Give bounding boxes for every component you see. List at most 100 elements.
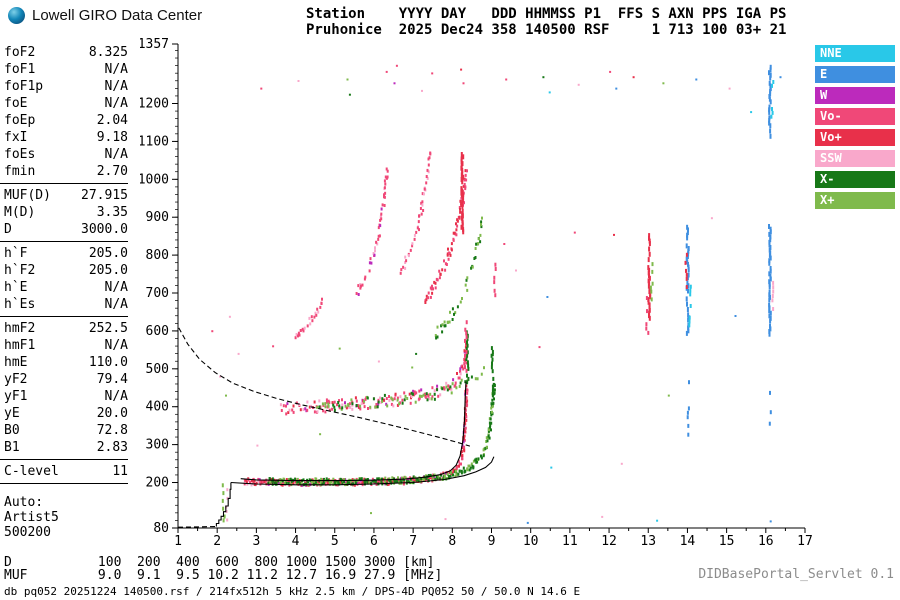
param-row-fmin: fmin 2.70: [4, 163, 128, 180]
x-tick-label: 5: [331, 534, 339, 549]
param-value: 20.0: [96, 406, 128, 421]
x-tick-label: 14: [680, 534, 696, 549]
x-tick-label: 2: [213, 534, 221, 549]
param-value: 8.325: [88, 45, 128, 60]
x-tick-label: 17: [797, 534, 813, 549]
param-label: yE: [4, 406, 20, 421]
param-divider: [0, 241, 128, 242]
ionogram-chart: 1 2 3 4 5 6 7 8 9 10 11 12 13 14 15 16 17802003004005006…: [140, 37, 813, 549]
legend-item-x: X-: [815, 171, 895, 188]
param-row-fxi: fxI 9.18: [4, 129, 128, 146]
servlet-version-label: DIDBasePortal_Servlet 0.1: [698, 567, 894, 582]
station-header-values: Pruhonice 2025 Dec24 358 140500 RSF 1 71…: [306, 22, 787, 38]
param-row-hes: h`Es N/A: [4, 296, 128, 313]
param-value: 2.04: [96, 113, 128, 128]
station-header-labels: Station YYYY DAY DDD HHMMSS P1 FFS S AXN…: [306, 6, 787, 22]
param-label: hmF2: [4, 321, 36, 336]
param-row-fof2: foF2 8.325: [4, 44, 128, 61]
param-value: 11: [112, 464, 128, 479]
param-row-foep: foEp 2.04: [4, 112, 128, 129]
param-row-b0: B0 72.8: [4, 422, 128, 439]
param-label: fxI: [4, 130, 28, 145]
param-label: fmin: [4, 164, 36, 179]
h-profile: [230, 456, 495, 486]
param-row-he: h`E N/A: [4, 279, 128, 296]
x-tick-label: 7: [409, 534, 417, 549]
param-label: h`F: [4, 246, 28, 261]
param-value: 110.0: [88, 355, 128, 370]
x-tick-label: 11: [562, 534, 578, 549]
param-value: 9.18: [96, 130, 128, 145]
param-label: yF2: [4, 372, 28, 387]
param-label: B0: [4, 423, 20, 438]
param-row-fof1: foF1 N/A: [4, 61, 128, 78]
overlay-lines: [177, 327, 495, 528]
param-label: foF2: [4, 45, 36, 60]
y-tick-label: 200: [146, 476, 169, 491]
y-tick-label: 1200: [140, 97, 169, 112]
x-tick-label: 4: [292, 534, 300, 549]
legend-item-vo: Vo-: [815, 108, 895, 125]
x-tick-label: 13: [640, 534, 656, 549]
brand-title: Lowell GIRO Data Center: [32, 7, 203, 24]
param-label: hmE: [4, 355, 28, 370]
y-tick-label: 800: [146, 248, 169, 263]
param-value: N/A: [104, 79, 128, 94]
param-divider: [0, 483, 128, 484]
param-row-hmf2: hmF2 252.5: [4, 320, 128, 337]
echo-type-legend: NNE E W Vo- Vo+ SSW X- X+: [815, 45, 895, 213]
param-value: 252.5: [88, 321, 128, 336]
y-tick-label: 1000: [140, 172, 169, 187]
param-row-clevel: C-level 11: [4, 463, 128, 480]
baseline: [177, 525, 217, 528]
param-row-ye: yE 20.0: [4, 405, 128, 422]
y-tick-label: 300: [146, 438, 169, 453]
param-row-mufd: MUF(D) 27.915: [4, 187, 128, 204]
param-row-foes: foEs N/A: [4, 146, 128, 163]
param-value: N/A: [104, 96, 128, 111]
param-value: 2.83: [96, 440, 128, 455]
param-value: 72.8: [96, 423, 128, 438]
legend-item-e: E: [815, 66, 895, 83]
param-value: N/A: [104, 389, 128, 404]
legend-item-ssw: SSW: [815, 150, 895, 167]
x-tick-label: 8: [448, 534, 456, 549]
param-row-hf2: h`F2 205.0: [4, 262, 128, 279]
param-label: h`Es: [4, 297, 36, 312]
param-row-b1: B1 2.83: [4, 439, 128, 456]
y-tick-label: 1357: [140, 37, 169, 52]
param-value: 79.4: [96, 372, 128, 387]
param-label: h`E: [4, 280, 28, 295]
param-row-fof1p: foF1p N/A: [4, 78, 128, 95]
param-spacer: [4, 487, 128, 495]
x-tick-label: 6: [370, 534, 378, 549]
y-tick-label: 1100: [140, 134, 169, 149]
param-value: 27.915: [81, 188, 128, 203]
param-value: N/A: [104, 62, 128, 77]
param-label: MUF(D): [4, 188, 51, 203]
param-label: foF1p: [4, 79, 44, 94]
y-tick-label: 500: [146, 362, 169, 377]
param-value: 205.0: [88, 246, 128, 261]
x-tick-label: 10: [523, 534, 539, 549]
legend-item-w: W: [815, 87, 895, 104]
param-value: 3.35: [96, 205, 128, 220]
x-tick-label: 15: [719, 534, 735, 549]
giro-logo-icon: [8, 7, 25, 24]
param-label: foF1: [4, 62, 36, 77]
param-divider: [0, 459, 128, 460]
y-tick-label: 400: [146, 400, 169, 415]
station-header: Station YYYY DAY DDD HHMMSS P1 FFS S AXN…: [306, 6, 786, 38]
x-tick-label: 3: [252, 534, 260, 549]
measurement-info-line: db pq052 20251224 140500.rsf / 214fx512h…: [4, 585, 581, 598]
auto-scaler-line: Artist5: [4, 510, 59, 525]
legend-item-vo: Vo+: [815, 129, 895, 146]
legend-item-x: X+: [815, 192, 895, 209]
param-value: 2.70: [96, 164, 128, 179]
y-tick-label: 80: [153, 521, 169, 536]
o-trace-fit: [240, 381, 467, 482]
param-value: N/A: [104, 280, 128, 295]
param-label: B1: [4, 440, 20, 455]
distance-row: D 100 200 400 600 800 1000 1500 3000 [km…: [4, 555, 435, 570]
param-label: foEs: [4, 147, 36, 162]
